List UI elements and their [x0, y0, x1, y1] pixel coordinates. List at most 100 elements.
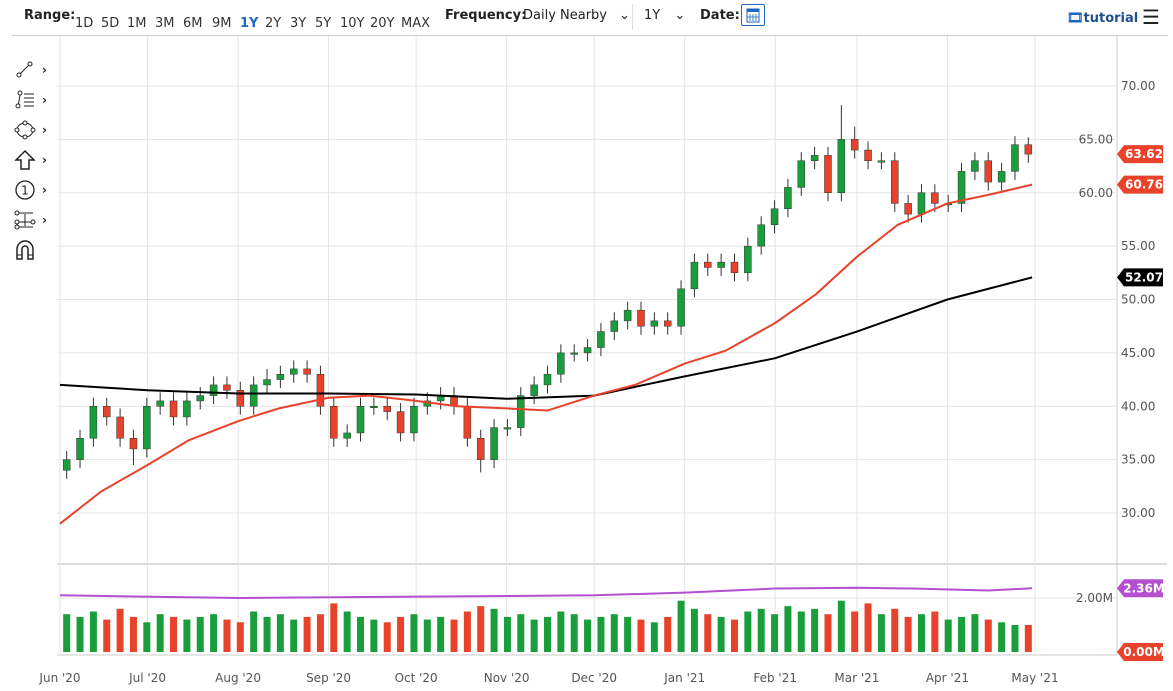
y-tick-label: 40.00 — [1121, 399, 1155, 413]
candle-up — [249, 384, 258, 407]
candle-up — [490, 427, 498, 460]
ma200-line — [59, 276, 1033, 400]
volume-bar — [624, 616, 632, 652]
candle-up — [770, 208, 779, 226]
candle-down — [663, 320, 672, 327]
candle-down — [116, 416, 124, 439]
x-tick-label: Aug '20 — [215, 671, 261, 685]
volume-tick-label: 2.00M — [1076, 591, 1113, 605]
range-3y[interactable]: 3Y — [290, 16, 307, 31]
volume-bar — [143, 622, 151, 652]
volume-bar — [837, 600, 845, 652]
shape-tool[interactable]: › — [14, 115, 54, 145]
candle-up — [650, 320, 659, 327]
volume-bar — [330, 603, 338, 652]
volume-bar — [423, 619, 431, 652]
range-20y[interactable]: 20Y — [370, 16, 395, 31]
divider — [632, 4, 633, 30]
price-tag-bg — [1117, 145, 1163, 164]
y-tick-label: 60.00 — [1079, 186, 1113, 200]
volume-tag: 2.36M — [1123, 581, 1165, 595]
range-3m[interactable]: 3M — [155, 16, 175, 31]
candle-up — [1011, 144, 1019, 172]
candle-up — [543, 373, 552, 386]
calendar-button[interactable] — [741, 4, 765, 26]
y-tick-label: 35.00 — [1121, 453, 1155, 467]
chevron-right-icon: › — [42, 123, 47, 137]
chevron-right-icon: › — [42, 183, 47, 197]
range-1m[interactable]: 1M — [127, 16, 147, 31]
shape-icon — [14, 120, 36, 140]
candle-up — [89, 406, 98, 439]
annotation-tool[interactable]: 1 › — [14, 175, 54, 205]
range-5y[interactable]: 5Y — [315, 16, 332, 31]
fibonacci-tool[interactable]: › — [14, 85, 54, 115]
candle-up — [557, 352, 565, 375]
volume-bar — [784, 606, 792, 652]
range-9m[interactable]: 9M — [212, 16, 232, 31]
magnet-tool[interactable] — [14, 235, 54, 265]
x-tick-label: Mar '21 — [834, 671, 879, 685]
y-tick-label: 30.00 — [1121, 506, 1155, 520]
volume-bar — [851, 611, 859, 652]
candle-down — [824, 155, 832, 193]
frequency-dropdown[interactable]: Daily Nearby ⌄ — [523, 8, 630, 23]
trendline-tool[interactable]: › — [14, 55, 54, 85]
candle-down — [129, 438, 138, 450]
volume-bar — [864, 603, 872, 652]
period-dropdown[interactable]: 1Y ⌄ — [644, 8, 685, 23]
volume-bar — [717, 616, 725, 652]
range-1d[interactable]: 1D — [75, 16, 94, 31]
y-tick-label: 65.00 — [1079, 132, 1113, 146]
range-5d[interactable]: 5D — [101, 16, 120, 31]
candle-up — [610, 320, 619, 332]
volume-bar — [530, 619, 538, 652]
volume-bar — [984, 619, 992, 652]
volume-bar — [183, 619, 191, 652]
fibonacci-icon — [15, 90, 34, 109]
candle-down — [891, 160, 899, 204]
volume-bar — [263, 616, 271, 652]
x-tick-label: Nov '20 — [484, 671, 530, 685]
volume-bar — [917, 614, 925, 652]
candle-up — [877, 160, 886, 163]
x-tick-label: Sep '20 — [306, 671, 351, 685]
x-tick-label: Jun '20 — [38, 671, 80, 685]
volume-bar — [570, 614, 578, 652]
range-max[interactable]: MAX — [401, 16, 431, 31]
price-tag: 60.76 — [1125, 178, 1163, 192]
candle-up — [289, 368, 298, 375]
frequency-value: Daily Nearby — [523, 8, 608, 23]
volume-bar — [757, 608, 765, 652]
volume-bar — [477, 606, 485, 652]
candle-up — [597, 331, 605, 348]
volume-bar — [63, 614, 71, 652]
range-6m[interactable]: 6M — [183, 16, 203, 31]
candle-down — [396, 411, 405, 434]
volume-bar — [410, 614, 418, 652]
candle-up — [263, 379, 271, 386]
range-1y[interactable]: 1Y — [240, 16, 259, 31]
candle-down — [169, 400, 178, 418]
candle-down — [223, 384, 231, 391]
candle-up — [583, 347, 592, 354]
menu-icon[interactable]: ☰ — [1142, 5, 1160, 29]
y-tick-label: 50.00 — [1121, 293, 1155, 307]
chevron-right-icon: › — [42, 63, 47, 77]
measure-tool[interactable]: › — [14, 205, 54, 235]
range-2y[interactable]: 2Y — [265, 16, 282, 31]
ma50-line — [59, 183, 1033, 525]
candle-up — [276, 373, 285, 380]
volume-bar — [303, 616, 311, 652]
candle-up — [76, 438, 84, 460]
period-value: 1Y — [644, 8, 661, 23]
candle-down — [904, 203, 912, 215]
calendar-icon — [746, 8, 760, 23]
range-10y[interactable]: 10Y — [340, 16, 365, 31]
arrow-tool[interactable]: › — [14, 145, 54, 175]
x-tick-label: Jan '21 — [663, 671, 705, 685]
tutorial-link[interactable]: 🎞tutorial — [1067, 11, 1138, 26]
candle-up — [356, 406, 365, 434]
candle-down — [383, 406, 391, 412]
